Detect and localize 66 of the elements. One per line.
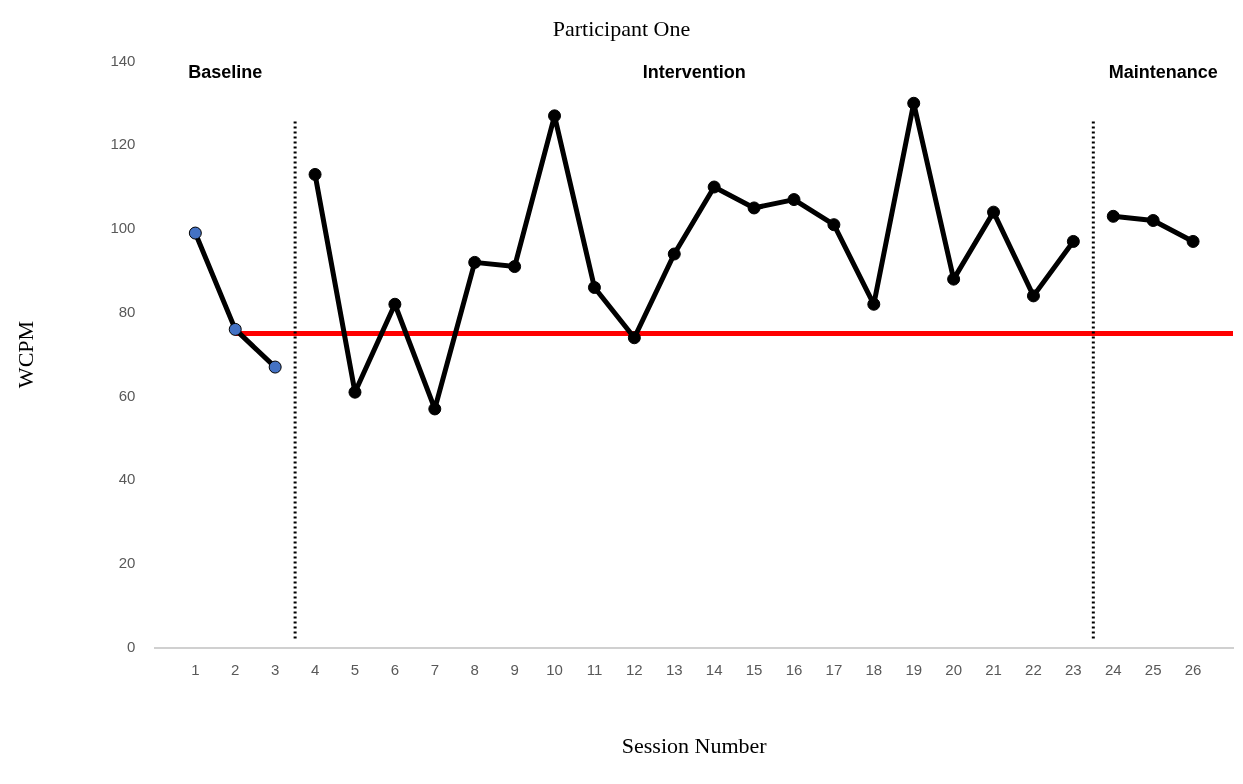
point (1066, 234, 1080, 248)
x-tick-label: 15 (745, 660, 763, 678)
x-tick-label: 7 (430, 660, 439, 678)
x-tick-label: 10 (546, 660, 563, 678)
point (867, 297, 881, 311)
x-tick-label: 23 (1065, 660, 1082, 678)
point (747, 201, 761, 215)
point (907, 96, 921, 110)
annotation: Intervention (642, 62, 746, 83)
annotation: Baseline (188, 62, 263, 83)
point (827, 218, 841, 232)
point (707, 180, 721, 194)
y-tick-label: 140 (110, 51, 136, 69)
y-tick-label: 80 (118, 302, 136, 320)
x-tick-label: 21 (985, 660, 1002, 678)
point (1146, 214, 1160, 228)
point (947, 272, 961, 286)
x-tick-label: 22 (1025, 660, 1042, 678)
x-tick-label: 2 (231, 660, 240, 678)
point (228, 322, 242, 336)
x-tick-label: 8 (470, 660, 479, 678)
y-axis-title: WCPM (12, 320, 38, 389)
x-tick-label: 18 (865, 660, 883, 678)
x-tick-label: 13 (665, 660, 683, 678)
x-tick-label: 26 (1184, 660, 1202, 678)
point (468, 255, 482, 269)
x-tick-label: 20 (945, 660, 962, 678)
point (1186, 234, 1200, 248)
point (667, 247, 681, 261)
x-tick-label: 25 (1144, 660, 1162, 678)
x-tick-label: 24 (1104, 660, 1122, 678)
point (308, 167, 322, 181)
x-tick-label: 9 (510, 660, 519, 678)
y-tick-label: 60 (118, 386, 136, 404)
point (1026, 289, 1040, 303)
x-tick-label: 6 (390, 660, 400, 678)
point (787, 193, 801, 207)
point (428, 402, 442, 416)
point (548, 109, 562, 123)
x-tick-label: 1 (191, 660, 200, 678)
x-tick-label: 3 (270, 660, 280, 678)
point (348, 385, 362, 399)
point (987, 205, 1001, 219)
x-tick-label: 14 (705, 660, 723, 678)
x-tick-label: 12 (626, 660, 643, 678)
x-tick-label: 16 (785, 660, 803, 678)
y-tick-label: 0 (127, 637, 136, 655)
x-tick-label: 4 (310, 660, 320, 678)
x-tick-label: 5 (350, 660, 360, 678)
annotation: Maintenance (1108, 62, 1218, 83)
x-tick-label: 19 (905, 660, 923, 678)
chart-title: Participant One (552, 15, 691, 41)
point (188, 226, 202, 240)
y-tick-label: 100 (110, 219, 136, 237)
point (268, 360, 282, 374)
y-tick-label: 40 (118, 470, 136, 488)
point (627, 331, 641, 345)
x-tick-label: 17 (825, 660, 843, 678)
y-tick-label: 120 (110, 135, 136, 153)
x-axis-title: Session Number (621, 732, 768, 758)
point (1106, 209, 1120, 223)
point (388, 297, 402, 311)
point (508, 260, 522, 274)
x-tick-label: 11 (586, 660, 603, 678)
point (587, 281, 601, 295)
y-tick-label: 20 (118, 554, 136, 571)
